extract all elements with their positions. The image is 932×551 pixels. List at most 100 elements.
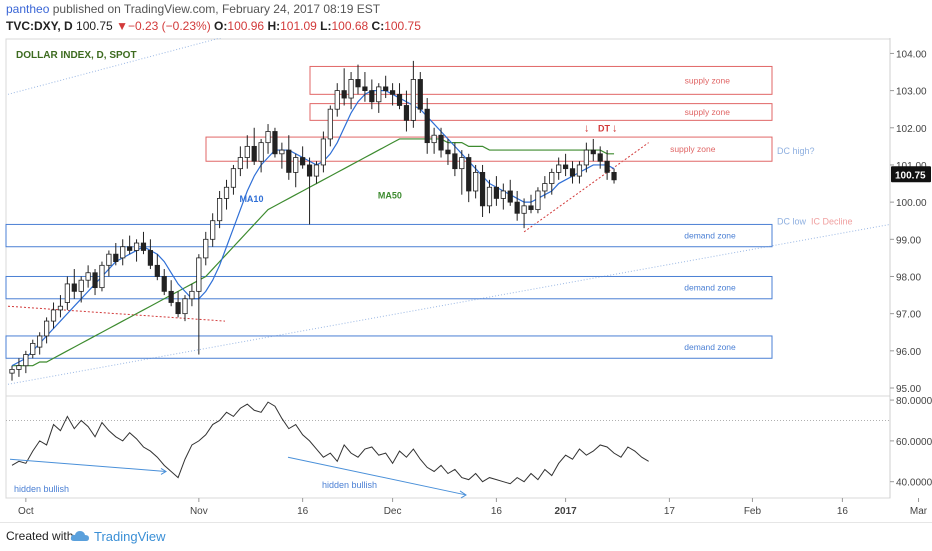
close-label: C:: [371, 19, 385, 33]
candle-body-up: [64, 283, 70, 303]
supply-zone-label: supply zone: [685, 107, 731, 117]
candle: [113, 243, 119, 266]
candle-body-down: [438, 134, 444, 151]
candle-body-down: [300, 157, 306, 166]
candle-body-up: [9, 369, 15, 374]
candle-body-up: [120, 246, 126, 259]
candle-body-down: [417, 79, 423, 110]
candle: [147, 239, 153, 270]
candle: [161, 269, 167, 296]
candle-body-down: [611, 171, 617, 181]
high-value: 101.09: [280, 19, 317, 33]
candle: [78, 276, 84, 303]
candle-body-up: [410, 79, 416, 121]
supply-zone-box: [309, 103, 773, 121]
candle-body-down: [590, 149, 596, 155]
candle-body-down: [563, 164, 569, 170]
demand-zone-box: [5, 275, 773, 300]
supply-zone-box: [309, 65, 773, 95]
candle: [168, 280, 174, 307]
candle: [210, 213, 216, 247]
candle-body-down: [286, 149, 292, 173]
chart-area[interactable]: DOLLAR INDEX, D, SPOT 104.00 103.00 102.00 1…: [0, 38, 932, 522]
demand-zone-label: demand zone: [684, 231, 736, 241]
candle: [313, 161, 320, 184]
candle: [327, 105, 333, 147]
candle-body-down: [369, 90, 375, 103]
hidden-bullish-label: hidden bullish: [14, 484, 69, 494]
candle: [445, 138, 451, 165]
chart-title: DOLLAR INDEX, D, SPOT: [16, 50, 137, 61]
candle-body-up: [549, 171, 555, 184]
candle: [106, 250, 112, 277]
change-down-icon: ▼: [116, 19, 128, 33]
candle-body-down: [493, 186, 500, 199]
candle-body-down: [92, 272, 98, 289]
candle: [334, 83, 340, 117]
candle: [30, 339, 36, 359]
candle-body-down: [507, 190, 513, 203]
candle-body-up: [576, 164, 583, 177]
candle-body-up: [189, 290, 195, 300]
supply-zone-box: [205, 136, 773, 162]
candle-body-up: [535, 190, 541, 210]
tradingview-brand[interactable]: TradingView: [70, 526, 166, 546]
candle: [383, 75, 389, 99]
candle-body-up: [99, 264, 105, 289]
last-price-tag: [891, 166, 931, 183]
low-label: L:: [320, 19, 332, 33]
dc-low-label: DC low: [777, 216, 807, 226]
candle: [140, 231, 147, 255]
candle-body-down: [389, 90, 396, 95]
divergence-arrow-1: [9, 458, 167, 472]
author-link[interactable]: pantheo: [6, 2, 50, 16]
candle: [438, 127, 444, 158]
candle: [473, 164, 479, 199]
candle-body-up: [78, 279, 84, 292]
candle: [203, 231, 209, 266]
candle-body-down: [341, 90, 347, 99]
osc-tick-label: 40.0000: [896, 478, 932, 489]
arrowhead-icon: [459, 490, 467, 499]
low-value: 100.68: [331, 19, 369, 33]
candle: [175, 291, 181, 318]
candle-body-up: [279, 149, 285, 155]
x-tick-label: Feb: [744, 506, 762, 517]
candle-body-down: [514, 201, 520, 214]
demand-zone-box: [5, 223, 773, 248]
candle-body-up: [265, 131, 271, 144]
candle: [44, 317, 50, 344]
candle: [389, 83, 396, 106]
candle: [417, 72, 423, 113]
candle: [535, 187, 541, 214]
candle: [251, 127, 257, 165]
candle: [57, 295, 64, 318]
footer: Created with TradingView: [0, 522, 932, 551]
published-text: published on TradingView.com, February 2…: [52, 2, 381, 16]
candle-body-up: [556, 164, 562, 173]
candle-body-up: [216, 198, 223, 222]
candle: [459, 150, 465, 195]
hidden-bullish-label: hidden bullish: [322, 480, 377, 490]
y-tick-label: 98.00: [896, 272, 921, 283]
candle-body-up: [223, 186, 230, 199]
ma10-label: MA10: [239, 194, 263, 204]
candle: [230, 164, 237, 195]
symbol-quote-line: TVC:DXY, D 100.75 ▼−0.23 (−0.23%) O:100.…: [6, 19, 421, 33]
candle: [500, 183, 506, 210]
ma10-line: [11, 90, 615, 367]
candle: [507, 179, 513, 206]
x-tick-label: 16: [297, 506, 309, 517]
candle: [71, 269, 77, 299]
candle: [92, 269, 98, 296]
candle: [306, 157, 313, 225]
candle-body-down: [355, 79, 361, 88]
candle: [431, 127, 437, 154]
chart-header: pantheo published on TradingView.com, Fe…: [0, 0, 932, 38]
candle-body-up: [106, 253, 112, 266]
candle-body-down: [445, 149, 451, 155]
candle-body-up: [182, 298, 188, 315]
candle: [376, 83, 382, 113]
candle-body-down: [306, 164, 313, 177]
y-tick-label: 99.00: [896, 235, 921, 246]
